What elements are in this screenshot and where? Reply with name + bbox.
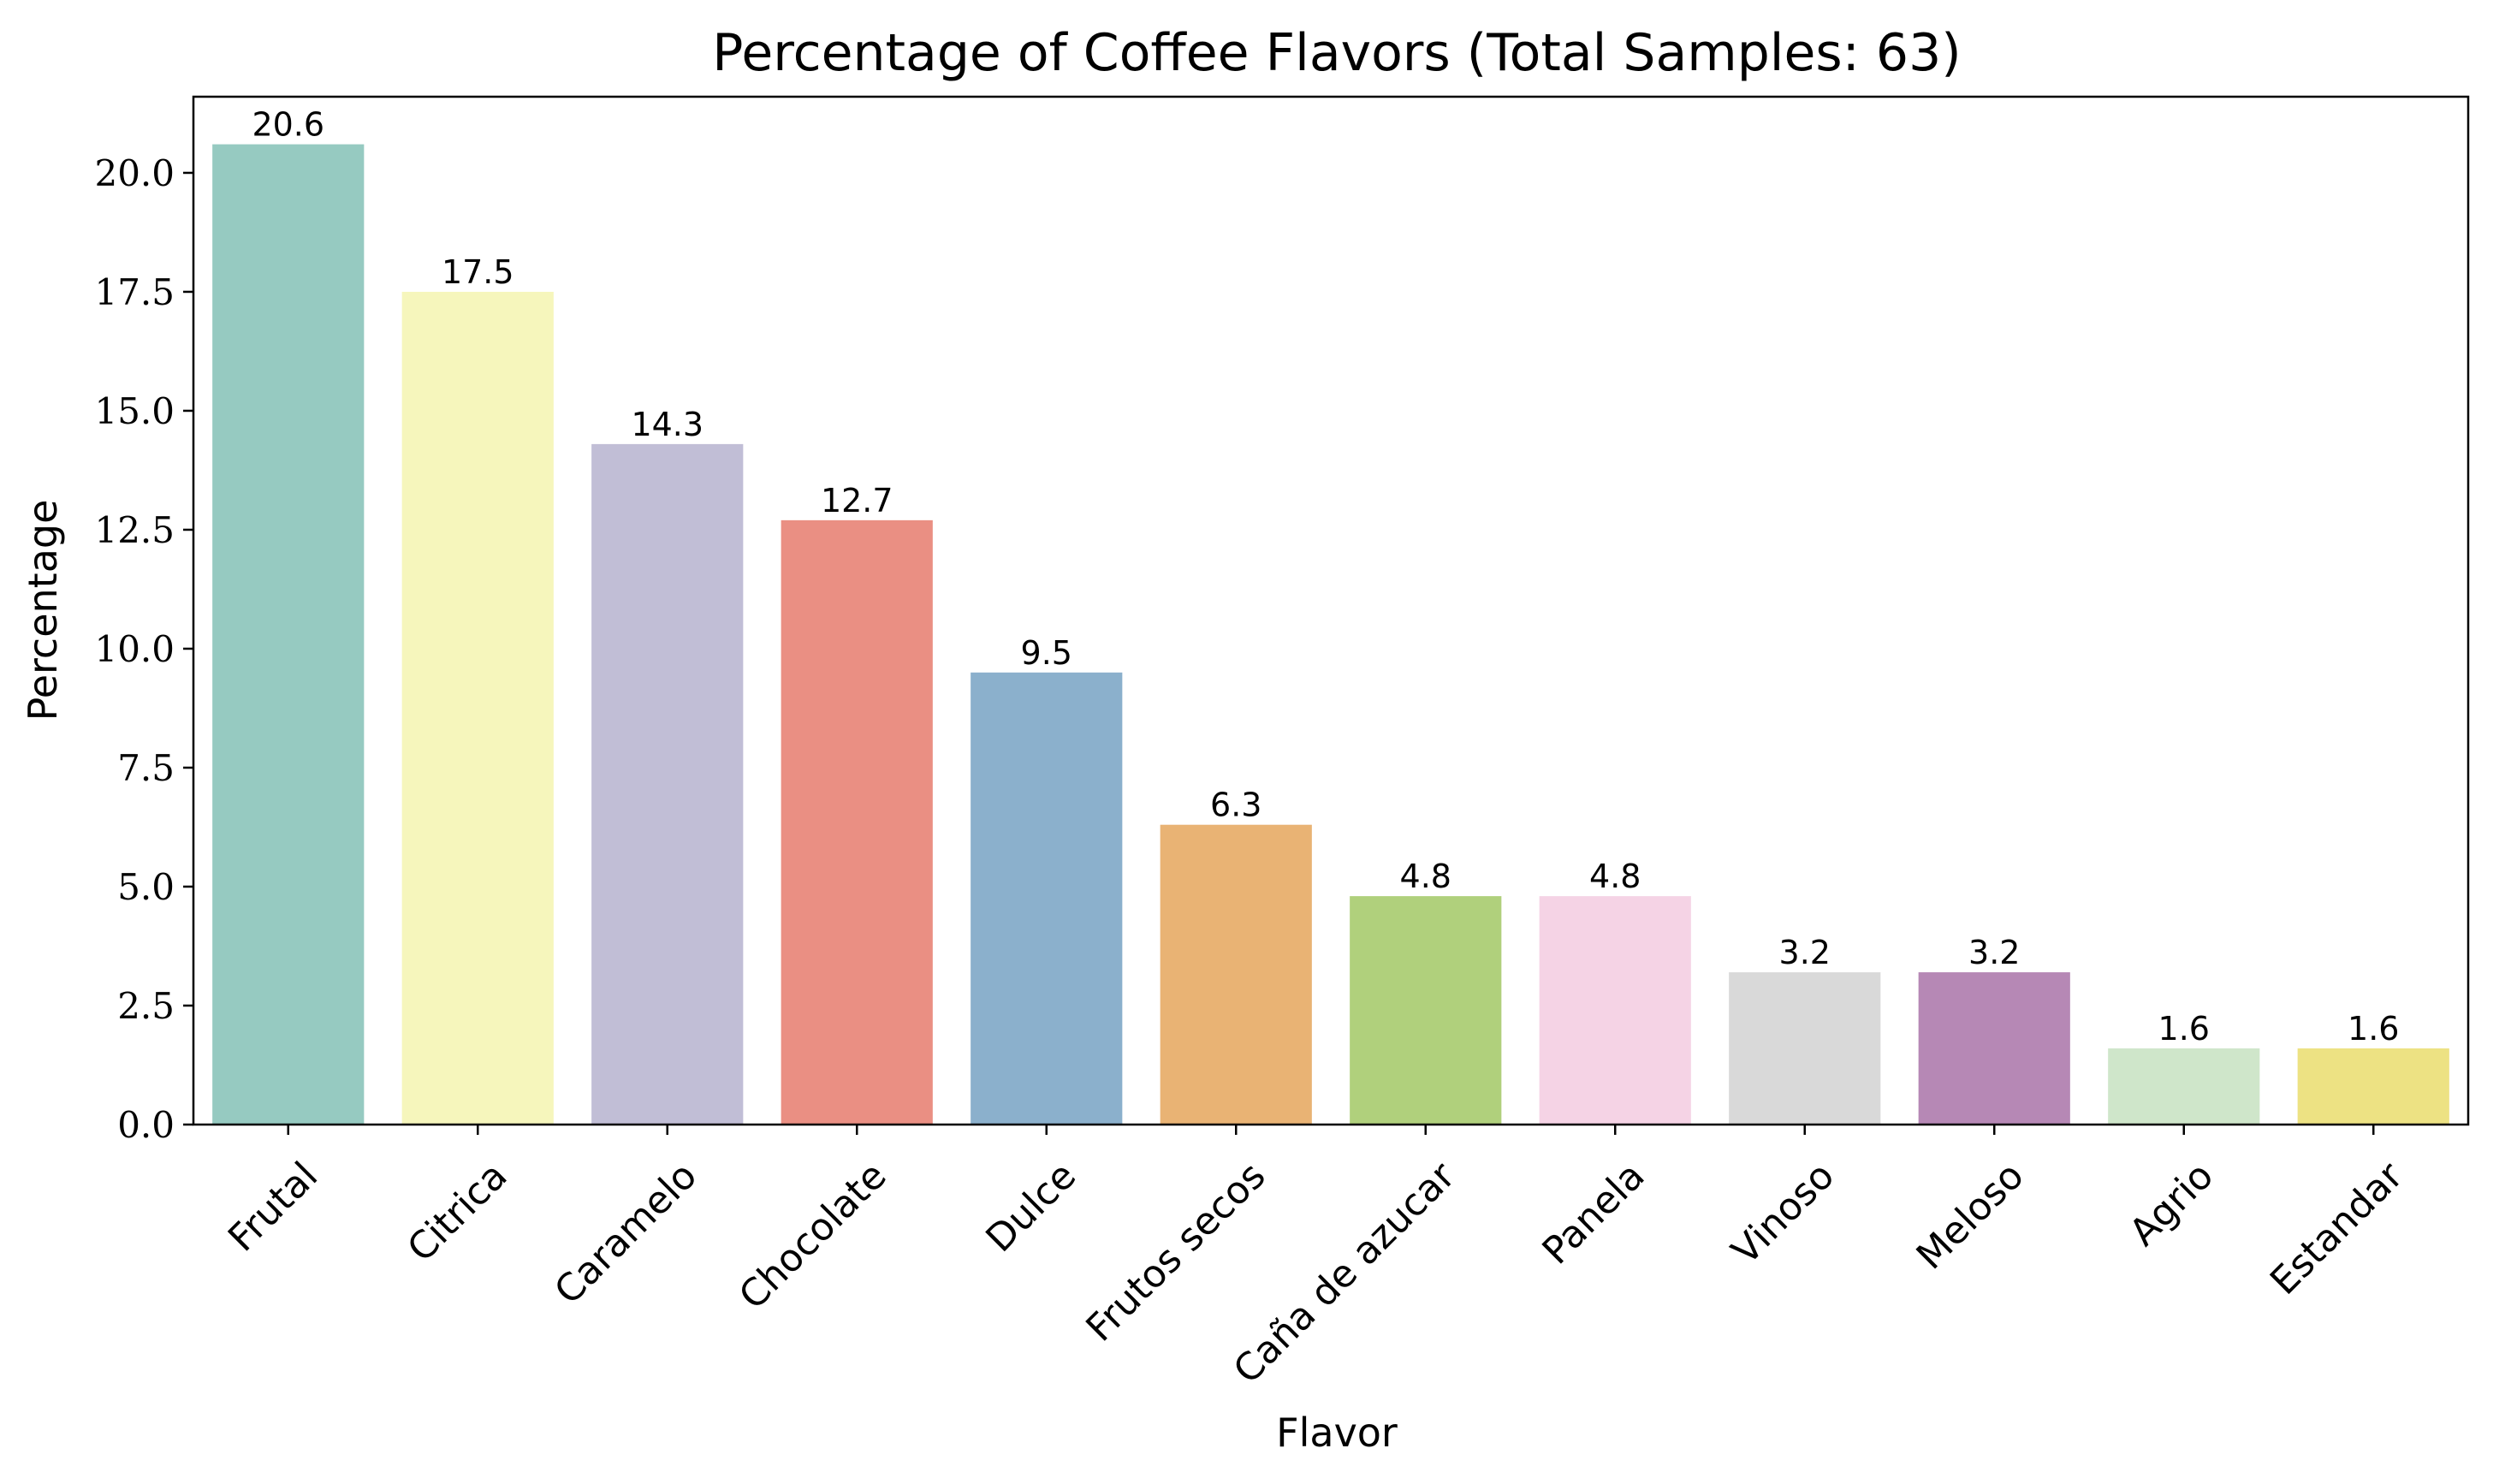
bar-value-label: 20.6 xyxy=(252,106,324,144)
x-tick-label: Vinoso xyxy=(1724,1154,1843,1273)
bar-vinoso xyxy=(1729,972,1881,1125)
bar-estandar xyxy=(2297,1048,2449,1125)
x-tick-label: Dulce xyxy=(978,1154,1085,1261)
bar-agrio xyxy=(2108,1048,2260,1125)
x-axis-label: Flavor xyxy=(1276,1410,1398,1456)
y-tick-label: 17.5 xyxy=(94,271,175,313)
y-tick-label: 7.5 xyxy=(117,747,175,789)
bar-value-label: 3.2 xyxy=(1968,934,2020,971)
bar-value-label: 1.6 xyxy=(2348,1010,2399,1048)
bar-value-label: 12.7 xyxy=(821,482,893,519)
y-tick-label: 10.0 xyxy=(94,628,175,670)
y-tick-label: 5.0 xyxy=(117,866,175,908)
x-tick-label: Panela xyxy=(1534,1154,1653,1273)
bar-value-label: 1.6 xyxy=(2158,1010,2210,1048)
bar-caramelo xyxy=(591,443,744,1125)
bar-chocolate xyxy=(781,519,933,1125)
bar-value-label: 6.3 xyxy=(1210,787,1261,824)
x-tick-label: Agrio xyxy=(2122,1154,2223,1255)
bar-value-label: 4.8 xyxy=(1400,858,1451,895)
y-tick-label: 12.5 xyxy=(94,509,175,551)
bar-value-label: 3.2 xyxy=(1779,934,1831,971)
x-axis: Frutal Citrica Caramelo Chocolate DulceFruto… xyxy=(220,1125,2412,1392)
bar-value-label: 9.5 xyxy=(1021,634,1072,672)
bars-group xyxy=(212,144,2449,1125)
y-axis-label: Percentage xyxy=(20,500,66,721)
bar-labels-group: 20.6 17.5 14.3 12.7 9.5 6.3 4.8 4.8 3.2 3.2 1.6 1.6 xyxy=(252,106,2399,1048)
bar-panela xyxy=(1539,896,1691,1125)
y-tick-label: 20.0 xyxy=(94,152,175,194)
x-tick-label: Citrica xyxy=(399,1154,515,1270)
plot-frame xyxy=(192,95,2470,1126)
bar-citrica xyxy=(401,291,554,1125)
y-tick-label: 0.0 xyxy=(117,1104,175,1146)
bar-meloso xyxy=(1918,972,2070,1125)
bar-frutos-secos xyxy=(1160,824,1312,1125)
y-axis: 0.0 2.5 5.0 7.5 10.0 12.5 15.0 17.5 20.0 xyxy=(94,152,193,1146)
x-tick-label: Chocolate xyxy=(731,1154,895,1318)
bar-ca-a-de-azucar xyxy=(1350,896,1502,1125)
chart-title: Percentage of Coffee Flavors (Total Samp… xyxy=(712,23,1961,83)
x-tick-label: Meloso xyxy=(1908,1154,2033,1278)
x-tick-label: Caramelo xyxy=(546,1154,705,1313)
y-tick-label: 2.5 xyxy=(117,985,175,1027)
bar-value-label: 14.3 xyxy=(631,406,703,443)
x-tick-label: Frutos secos xyxy=(1077,1154,1273,1350)
bar-value-label: 17.5 xyxy=(442,253,514,291)
bar-frutal xyxy=(212,144,365,1125)
x-tick-label: Frutal xyxy=(220,1154,326,1260)
y-tick-label: 15.0 xyxy=(94,390,175,432)
x-tick-label: Estandar xyxy=(2262,1154,2412,1303)
bar-dulce xyxy=(971,672,1123,1125)
bar-value-label: 4.8 xyxy=(1589,858,1641,895)
